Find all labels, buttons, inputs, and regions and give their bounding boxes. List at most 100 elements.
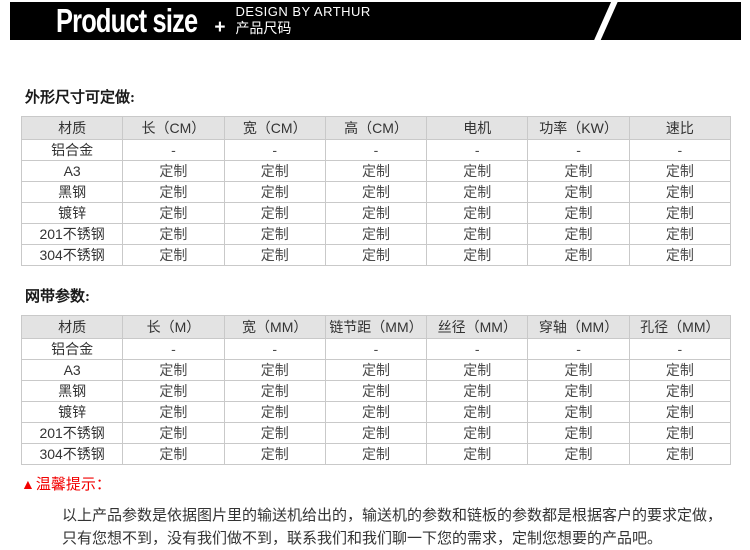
value-cell: 定制	[223, 223, 326, 245]
value-cell: 定制	[324, 380, 428, 402]
slash-decoration-icon	[592, 2, 618, 40]
value-cell: 定制	[628, 443, 732, 465]
table-row: 201不锈钢 定制 定制 定制 定制 定制 定制	[20, 422, 732, 444]
value-cell: 定制	[223, 181, 326, 203]
value-cell: 定制	[324, 422, 428, 444]
value-cell: 定制	[527, 202, 630, 224]
value-cell: -	[324, 338, 428, 360]
value-cell: 定制	[527, 443, 630, 465]
value-cell: 定制	[527, 359, 630, 381]
value-cell: 定制	[122, 160, 225, 182]
value-cell: 定制	[426, 443, 529, 465]
table-row: 304不锈钢 定制 定制 定制 定制 定制 定制	[20, 244, 732, 266]
value-cell: 定制	[628, 181, 732, 203]
mesh-belt-table-title: 网带参数:	[25, 289, 90, 305]
value-cell: 定制	[122, 422, 225, 444]
value-cell: 定制	[122, 244, 225, 266]
plus-icon: +	[214, 16, 226, 38]
page-content: 外形尺寸可定做: 材质 长（CM） 宽（CM） 高（CM） 电机 功率（KW） 速比 铝合金 -…	[0, 40, 750, 550]
value-cell: 定制	[628, 401, 732, 423]
value-cell: 定制	[426, 422, 529, 444]
value-cell: 定制	[628, 359, 732, 381]
tips-label: ▲ 温馨提示：	[21, 473, 731, 494]
value-cell: 定制	[122, 443, 225, 465]
column-header: 材质	[20, 315, 124, 339]
value-cell: 定制	[122, 359, 225, 381]
value-cell: 定制	[426, 160, 529, 182]
tips-label-text: 温馨提示：	[35, 476, 111, 493]
value-cell: 定制	[122, 223, 225, 245]
column-header: 长（CM）	[122, 116, 225, 140]
table-row: A3 定制 定制 定制 定制 定制 定制	[20, 359, 732, 381]
value-cell: 定制	[527, 160, 630, 182]
value-cell: 定制	[122, 202, 225, 224]
value-cell: -	[122, 139, 225, 161]
value-cell: 定制	[628, 380, 732, 402]
header-row: 材质 长（M） 宽（MM） 链节距（MM） 丝径（MM） 穿轴（MM） 孔径（MM）	[20, 315, 732, 339]
value-cell: 定制	[223, 401, 326, 423]
column-header: 功率（KW）	[527, 116, 630, 140]
value-cell: 定制	[527, 422, 630, 444]
value-cell: 定制	[426, 244, 529, 266]
table-row: 镀锌 定制 定制 定制 定制 定制 定制	[20, 202, 732, 224]
column-header: 速比	[628, 116, 732, 140]
table-row: 铝合金 - - - - - -	[20, 139, 732, 161]
column-header: 孔径（MM）	[628, 315, 732, 339]
material-cell: 201不锈钢	[20, 422, 124, 444]
banner-subtitle-cn: 产品尺码	[235, 20, 292, 37]
table-row: 304不锈钢 定制 定制 定制 定制 定制 定制	[20, 443, 732, 465]
material-cell: 304不锈钢	[20, 443, 124, 465]
material-cell: 铝合金	[20, 139, 124, 161]
value-cell: -	[527, 139, 630, 161]
value-cell: -	[223, 139, 326, 161]
material-cell: 铝合金	[20, 338, 124, 360]
dimensions-table-title: 外形尺寸可定做:	[25, 90, 135, 106]
column-header: 穿轴（MM）	[527, 315, 630, 339]
value-cell: 定制	[426, 202, 529, 224]
material-cell: A3	[20, 160, 124, 182]
banner-subtitle: DESIGN BY ARTHUR 产品尺码	[235, 5, 370, 37]
table-row: 镀锌 定制 定制 定制 定制 定制 定制	[20, 401, 732, 423]
column-header: 宽（MM）	[223, 315, 326, 339]
value-cell: 定制	[223, 359, 326, 381]
table-row: 201不锈钢 定制 定制 定制 定制 定制 定制	[20, 223, 732, 245]
value-cell: 定制	[223, 443, 326, 465]
dimensions-table: 材质 长（CM） 宽（CM） 高（CM） 电机 功率（KW） 速比 铝合金 - - - - - - A3 定制…	[20, 116, 732, 266]
value-cell: 定制	[527, 181, 630, 203]
header-row: 材质 长（CM） 宽（CM） 高（CM） 电机 功率（KW） 速比	[20, 116, 732, 140]
column-header: 链节距（MM）	[324, 315, 428, 339]
value-cell: 定制	[628, 422, 732, 444]
value-cell: -	[223, 338, 326, 360]
material-cell: 304不锈钢	[20, 244, 124, 266]
table-row: 铝合金 - - - - - -	[20, 338, 732, 360]
value-cell: 定制	[223, 422, 326, 444]
column-header: 电机	[426, 116, 529, 140]
value-cell: 定制	[223, 244, 326, 266]
value-cell: 定制	[324, 401, 428, 423]
value-cell: 定制	[426, 359, 529, 381]
tips-line: 以上产品参数是依据图片里的输送机给出的，输送机的参数和链板的参数都是根据客户的要…	[62, 507, 723, 524]
value-cell: 定制	[426, 223, 529, 245]
value-cell: 定制	[324, 223, 428, 245]
material-cell: 黑钢	[20, 181, 124, 203]
column-header: 长（M）	[122, 315, 225, 339]
value-cell: 定制	[426, 181, 529, 203]
value-cell: 定制	[426, 401, 529, 423]
value-cell: 定制	[122, 181, 225, 203]
table-row: 黑钢 定制 定制 定制 定制 定制 定制	[20, 380, 732, 402]
value-cell: -	[426, 338, 529, 360]
value-cell: 定制	[324, 160, 428, 182]
column-header: 宽（CM）	[223, 116, 326, 140]
value-cell: 定制	[324, 181, 428, 203]
value-cell: 定制	[628, 202, 732, 224]
column-header: 材质	[20, 116, 124, 140]
material-cell: A3	[20, 359, 124, 381]
column-header: 丝径（MM）	[426, 315, 529, 339]
table-row: A3 定制 定制 定制 定制 定制 定制	[20, 160, 732, 182]
value-cell: 定制	[324, 443, 428, 465]
value-cell: -	[324, 139, 428, 161]
tips-section: ▲ 温馨提示： 以上产品参数是依据图片里的输送机给出的，输送机的参数和链板的参数…	[21, 473, 731, 550]
value-cell: 定制	[223, 160, 326, 182]
value-cell: 定制	[527, 401, 630, 423]
material-cell: 镀锌	[20, 401, 124, 423]
